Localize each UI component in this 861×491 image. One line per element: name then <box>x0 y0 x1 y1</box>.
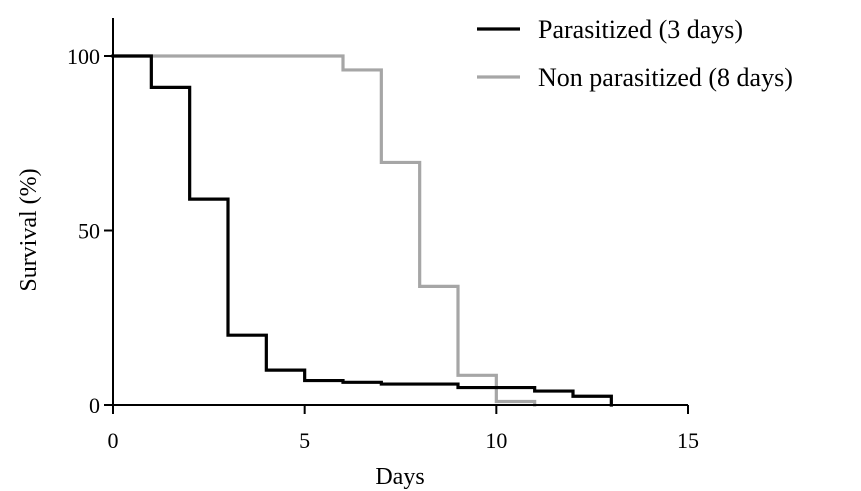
ticks-layer: 0 5 10 15 0 50 100 <box>67 44 699 453</box>
legend-label-0: Parasitized (3 days) <box>538 15 743 44</box>
x-tick-label: 5 <box>299 428 310 453</box>
x-tick-label: 15 <box>677 428 699 453</box>
y-tick-label: 50 <box>78 219 100 244</box>
axes-layer <box>112 18 688 406</box>
series-layer <box>111 54 613 407</box>
y-axis-title: Survival (%) <box>16 168 42 291</box>
series-line-1 <box>111 54 537 407</box>
x-axis-title: Days <box>375 464 424 490</box>
x-tick-label: 10 <box>485 428 507 453</box>
x-tick-label: 0 <box>108 428 119 453</box>
series-line-0 <box>111 54 613 407</box>
y-tick-label: 100 <box>67 44 100 69</box>
legend-label-1: Non parasitized (8 days) <box>538 63 793 92</box>
y-tick-label: 0 <box>89 393 100 418</box>
legend: Parasitized (3 days) Non parasitized (8 d… <box>477 15 793 92</box>
